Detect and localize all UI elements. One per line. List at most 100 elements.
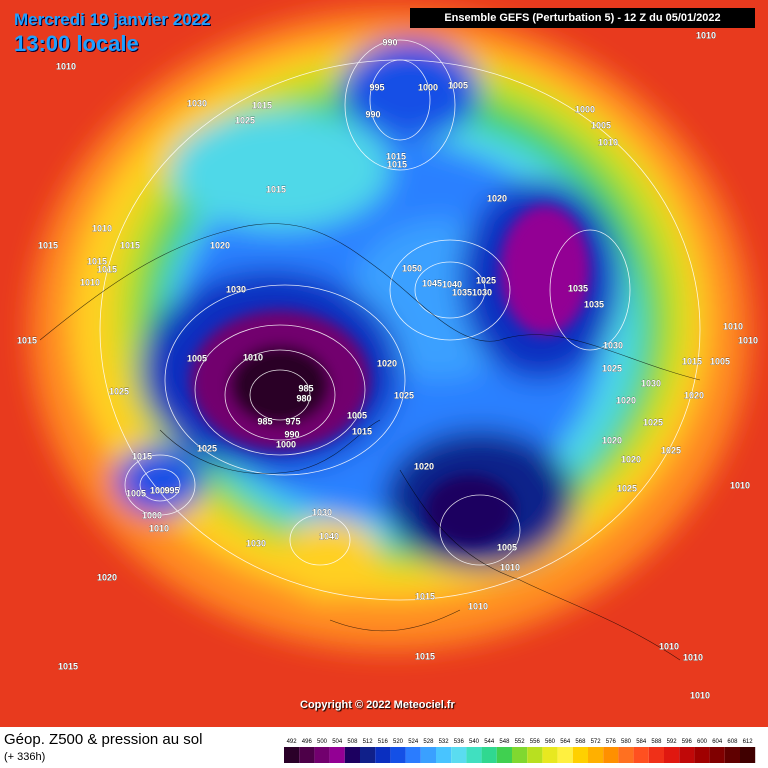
geopotential-field xyxy=(0,0,768,727)
pressure-label: 1030 xyxy=(641,378,661,388)
pressure-label: 1015 xyxy=(17,335,37,345)
pressure-label: 1015 xyxy=(352,426,372,436)
pressure-label: 1015 xyxy=(387,159,407,169)
pressure-label: 995 xyxy=(164,485,179,495)
pressure-label: 1000 xyxy=(150,485,170,495)
scale-swatch xyxy=(375,747,391,763)
scale-swatch xyxy=(284,747,300,763)
scale-swatch xyxy=(299,747,315,763)
scale-tick-label: 548 xyxy=(499,739,510,745)
scale-tick-label: 492 xyxy=(287,739,298,745)
pressure-label: 1030 xyxy=(472,287,492,297)
scale-tick-label: 536 xyxy=(454,739,465,745)
pressure-label: 1015 xyxy=(97,264,117,274)
pressure-label: 1005 xyxy=(448,80,468,90)
scale-tick-label: 576 xyxy=(606,739,617,745)
scale-swatch xyxy=(648,747,664,763)
pressure-label: 1035 xyxy=(452,287,472,297)
lead-time: (+ 336h) xyxy=(4,751,46,763)
scale-tick-label: 584 xyxy=(636,739,647,745)
pressure-label: 1025 xyxy=(617,483,637,493)
scale-swatch xyxy=(481,747,497,763)
scale-tick-label: 524 xyxy=(408,739,419,745)
pressure-label: 1030 xyxy=(603,340,623,350)
pressure-label: 985 xyxy=(257,416,272,426)
pressure-label: 1005 xyxy=(497,542,517,552)
scale-swatch xyxy=(329,747,345,763)
pressure-label: 1050 xyxy=(402,263,422,273)
pressure-label: 1020 xyxy=(602,435,622,445)
pressure-label: 1000 xyxy=(142,510,162,520)
pressure-label: 1000 xyxy=(276,439,296,449)
pressure-label: 1030 xyxy=(246,538,266,548)
pressure-label: 1025 xyxy=(661,445,681,455)
scale-swatch xyxy=(420,747,436,763)
local-time: 13:00 locale xyxy=(14,31,139,56)
scale-tick-label: 592 xyxy=(667,739,678,745)
pressure-label: 1020 xyxy=(210,240,230,250)
scale-tick-label: 612 xyxy=(743,739,754,745)
scale-swatch xyxy=(664,747,680,763)
date: Mercredi 19 janvier 2022 xyxy=(14,10,211,29)
scale-swatch xyxy=(724,747,740,763)
pressure-label: 980 xyxy=(296,393,311,403)
pressure-label: 1020 xyxy=(621,454,641,464)
scale-swatch xyxy=(709,747,725,763)
pressure-label: 1010 xyxy=(468,601,488,611)
pressure-label: 990 xyxy=(284,429,299,439)
pressure-label: 1015 xyxy=(252,100,272,110)
scale-swatch xyxy=(618,747,634,763)
pressure-label: 1040 xyxy=(319,531,339,541)
scale-swatch xyxy=(512,747,528,763)
scale-tick-label: 588 xyxy=(651,739,662,745)
pressure-label: 1035 xyxy=(568,283,588,293)
pressure-label: 1025 xyxy=(235,115,255,125)
pressure-label: 1015 xyxy=(415,651,435,661)
pressure-label: 975 xyxy=(285,416,300,426)
pressure-label: 990 xyxy=(382,37,397,47)
pressure-label: 1020 xyxy=(377,358,397,368)
pressure-label: 1010 xyxy=(92,223,112,233)
pressure-label: 1010 xyxy=(80,277,100,287)
pressure-label: 1010 xyxy=(730,480,750,490)
pressure-label: 1000 xyxy=(418,82,438,92)
pressure-label: 1010 xyxy=(500,562,520,572)
scale-swatch xyxy=(405,747,421,763)
scale-swatch xyxy=(603,747,619,763)
pressure-label: 1000 xyxy=(575,104,595,114)
scale-tick-label: 552 xyxy=(515,739,526,745)
pressure-label: 1025 xyxy=(197,443,217,453)
scale-swatch xyxy=(451,747,467,763)
pressure-label: 1020 xyxy=(414,461,434,471)
scale-swatch xyxy=(344,747,360,763)
pressure-label: 1015 xyxy=(120,240,140,250)
scale-tick-label: 512 xyxy=(363,739,374,745)
pressure-label: 1015 xyxy=(386,151,406,161)
scale-swatch xyxy=(390,747,406,763)
color-scale: 492 496 500 504 508 512 516 520 524 528 532 536 540 5… xyxy=(284,739,756,763)
pressure-label: 1040 xyxy=(442,279,462,289)
pressure-label: 1020 xyxy=(616,395,636,405)
scale-tick-label: 520 xyxy=(393,739,404,745)
scale-tick-label: 608 xyxy=(727,739,738,745)
scale-tick-label: 564 xyxy=(560,739,571,745)
scale-tick-label: 572 xyxy=(591,739,602,745)
scale-tick-label: 540 xyxy=(469,739,480,745)
pressure-label: 1010 xyxy=(149,523,169,533)
scale-swatch xyxy=(527,747,543,763)
pressure-label: 985 xyxy=(298,383,313,393)
scale-tick-label: 496 xyxy=(302,739,313,745)
coastlines xyxy=(39,223,701,661)
scale-tick-label: 508 xyxy=(347,739,358,745)
pressure-label: 1005 xyxy=(710,356,730,366)
pressure-label: 990 xyxy=(365,109,380,119)
scale-tick-label: 580 xyxy=(621,739,632,745)
pressure-label: 995 xyxy=(369,82,384,92)
pressure-label: 1030 xyxy=(312,507,332,517)
scale-tick-label: 596 xyxy=(682,739,693,745)
scale-swatch xyxy=(436,747,452,763)
pressure-label: 1010 xyxy=(696,30,716,40)
